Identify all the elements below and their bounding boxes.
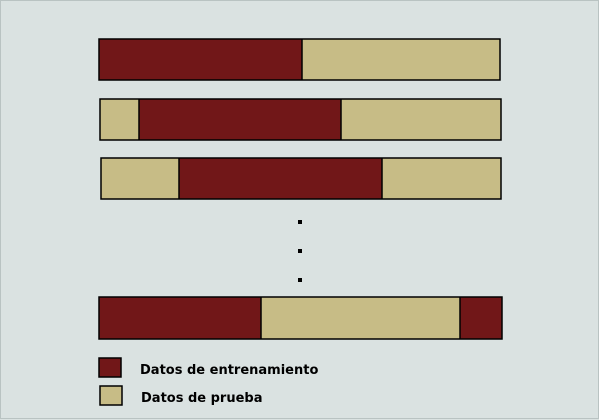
- fold-row-outline: [99, 98, 502, 141]
- testing-segment: [341, 99, 501, 140]
- ellipsis-dots: [298, 220, 302, 282]
- training-segment: [179, 158, 382, 199]
- ellipsis-dot: [298, 220, 302, 224]
- ellipsis-dot: [298, 249, 302, 253]
- fold-row-outline: [98, 296, 503, 340]
- testing-segment: [100, 99, 139, 140]
- fold-row-outline: [98, 38, 501, 81]
- fold-row: [98, 38, 501, 81]
- training-segment: [460, 297, 502, 339]
- fold-rows: [98, 38, 503, 340]
- legend: Datos de entrenamiento Datos de prueba: [98, 357, 318, 406]
- legend-training-swatch: [98, 357, 122, 378]
- training-segment: [99, 39, 302, 80]
- fold-row-outline: [100, 157, 502, 200]
- testing-segment: [382, 158, 501, 199]
- legend-testing-swatch: [99, 385, 123, 406]
- legend-training-label: Datos de entrenamiento: [140, 363, 318, 378]
- training-segment: [139, 99, 341, 140]
- training-segment: [99, 297, 261, 339]
- testing-segment: [302, 39, 500, 80]
- fold-row: [99, 98, 502, 141]
- testing-segment: [101, 158, 179, 199]
- legend-testing-label: Datos de prueba: [141, 391, 263, 406]
- testing-segment: [261, 297, 460, 339]
- ellipsis-dot: [298, 278, 302, 282]
- fold-row: [100, 157, 502, 200]
- fold-row: [98, 296, 503, 340]
